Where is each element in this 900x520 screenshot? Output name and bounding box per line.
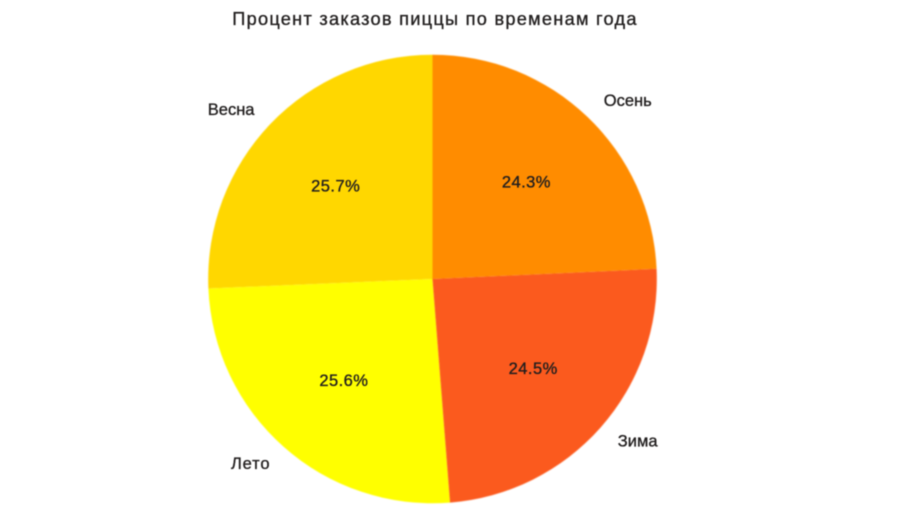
svg-text:25.6%: 25.6% [319,372,368,390]
svg-text:Процент заказов пиццы по време: Процент заказов пиццы по временам года [232,9,638,29]
svg-text:Весна: Весна [208,101,256,119]
svg-text:Лето: Лето [231,455,270,473]
svg-text:24.5%: 24.5% [509,360,558,378]
svg-text:Зима: Зима [618,433,659,451]
svg-text:Осень: Осень [604,92,652,110]
svg-text:24.3%: 24.3% [502,174,551,192]
svg-text:25.7%: 25.7% [311,177,360,195]
